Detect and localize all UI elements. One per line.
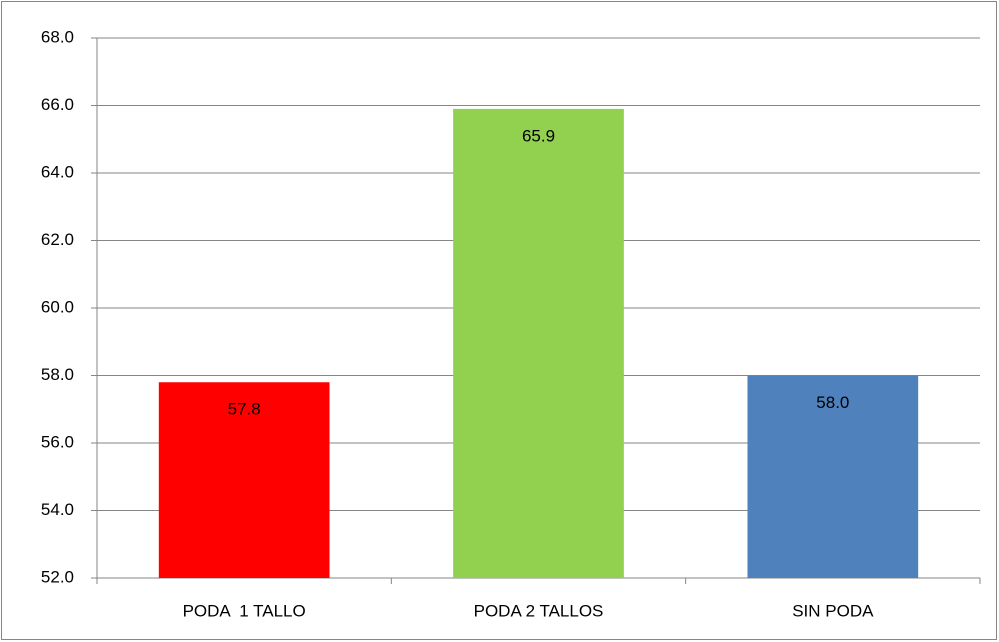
- y-tick-label: 62.0: [41, 230, 74, 249]
- data-label: 58.0: [816, 393, 849, 412]
- y-tick-label: 68.0: [41, 27, 74, 46]
- y-tick-label: 66.0: [41, 95, 74, 114]
- y-tick-label: 56.0: [41, 432, 74, 451]
- data-label: 65.9: [522, 126, 555, 145]
- y-tick-label: 64.0: [41, 162, 74, 181]
- bar: [747, 375, 919, 578]
- bar: [158, 382, 330, 578]
- y-tick-label: 58.0: [41, 365, 74, 384]
- y-tick-label: 52.0: [41, 567, 74, 586]
- y-tick-label: 54.0: [41, 500, 74, 519]
- x-tick-label: SIN PODA: [792, 601, 874, 620]
- x-tick-label: PODA 1 TALLO: [183, 601, 306, 620]
- x-tick-label: PODA 2 TALLOS: [474, 601, 604, 620]
- data-label: 57.8: [228, 400, 261, 419]
- y-tick-label: 60.0: [41, 297, 74, 316]
- bar: [453, 108, 624, 578]
